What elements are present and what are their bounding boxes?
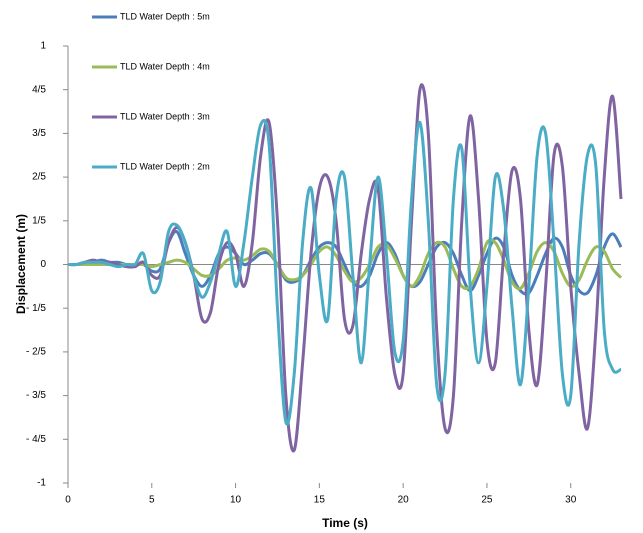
y-tick-label: 0 [40, 259, 46, 270]
y-tick-label: 2/5 [32, 172, 46, 183]
y-axis-title: Displacement (m) [14, 214, 28, 314]
x-tick-label: 5 [149, 495, 155, 506]
y-tick-label: - 2/5 [26, 347, 46, 358]
series-line [67, 83, 623, 453]
legend-label: TLD Water Depth : 4m [120, 61, 210, 71]
y-tick-label: 3/5 [32, 128, 46, 139]
x-tick-label: 15 [314, 495, 326, 506]
y-tick-label: 1 [40, 41, 46, 52]
x-tick-label: 25 [481, 495, 493, 506]
x-tick-label: 10 [230, 495, 242, 506]
y-tick-label: - 3/5 [26, 390, 46, 401]
y-tick-label: 4/5 [32, 84, 46, 95]
series-line [67, 118, 622, 426]
legend-label: TLD Water Depth : 5m [120, 11, 210, 21]
x-tick-label: 20 [398, 495, 410, 506]
x-axis-title: Time (s) [322, 516, 368, 530]
y-tick-label: - 4/5 [26, 434, 46, 445]
y-tick-label: -1 [37, 478, 46, 489]
x-tick-label: 0 [65, 495, 71, 506]
legend-label: TLD Water Depth : 2m [120, 161, 210, 171]
x-tick-label: 30 [565, 495, 577, 506]
y-tick-label: - 1/5 [26, 303, 46, 314]
y-tick-label: 1/5 [32, 215, 46, 226]
legend-label: TLD Water Depth : 3m [120, 111, 210, 121]
